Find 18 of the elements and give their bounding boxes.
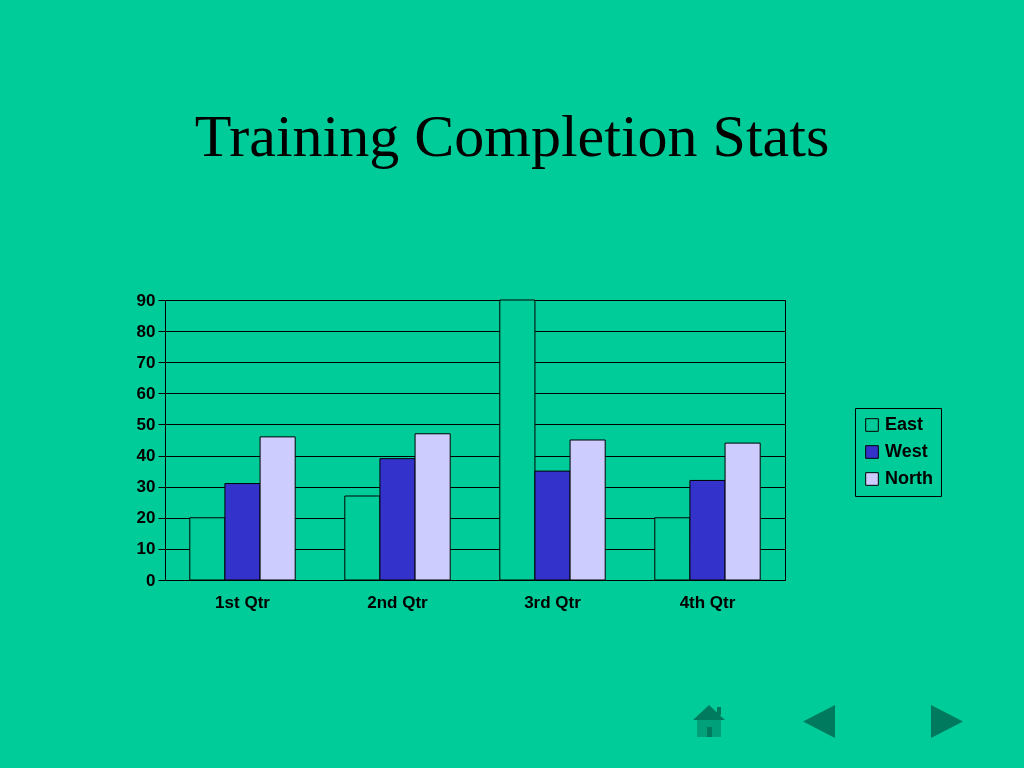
x-tick-label: 2nd Qtr: [367, 592, 429, 612]
y-tick-label: 80: [136, 321, 156, 341]
y-tick-label: 60: [136, 383, 156, 403]
y-tick-label: 50: [136, 414, 156, 434]
y-tick-label: 90: [136, 290, 156, 310]
legend-label: North: [885, 468, 933, 488]
y-tick-label: 30: [136, 477, 156, 497]
y-tick-label: 40: [136, 446, 156, 466]
y-tick-label: 0: [146, 570, 156, 590]
y-tick-label: 10: [136, 539, 156, 559]
x-tick-label: 3rd Qtr: [524, 592, 582, 612]
legend-label: East: [885, 414, 924, 434]
y-tick-label: 20: [136, 508, 156, 528]
y-tick-label: 70: [136, 352, 156, 372]
x-tick-label: 1st Qtr: [215, 592, 271, 612]
x-tick-label: 4th Qtr: [679, 592, 736, 612]
chart-title: Training Completion Stats: [193, 103, 831, 169]
legend-label: West: [885, 441, 928, 461]
